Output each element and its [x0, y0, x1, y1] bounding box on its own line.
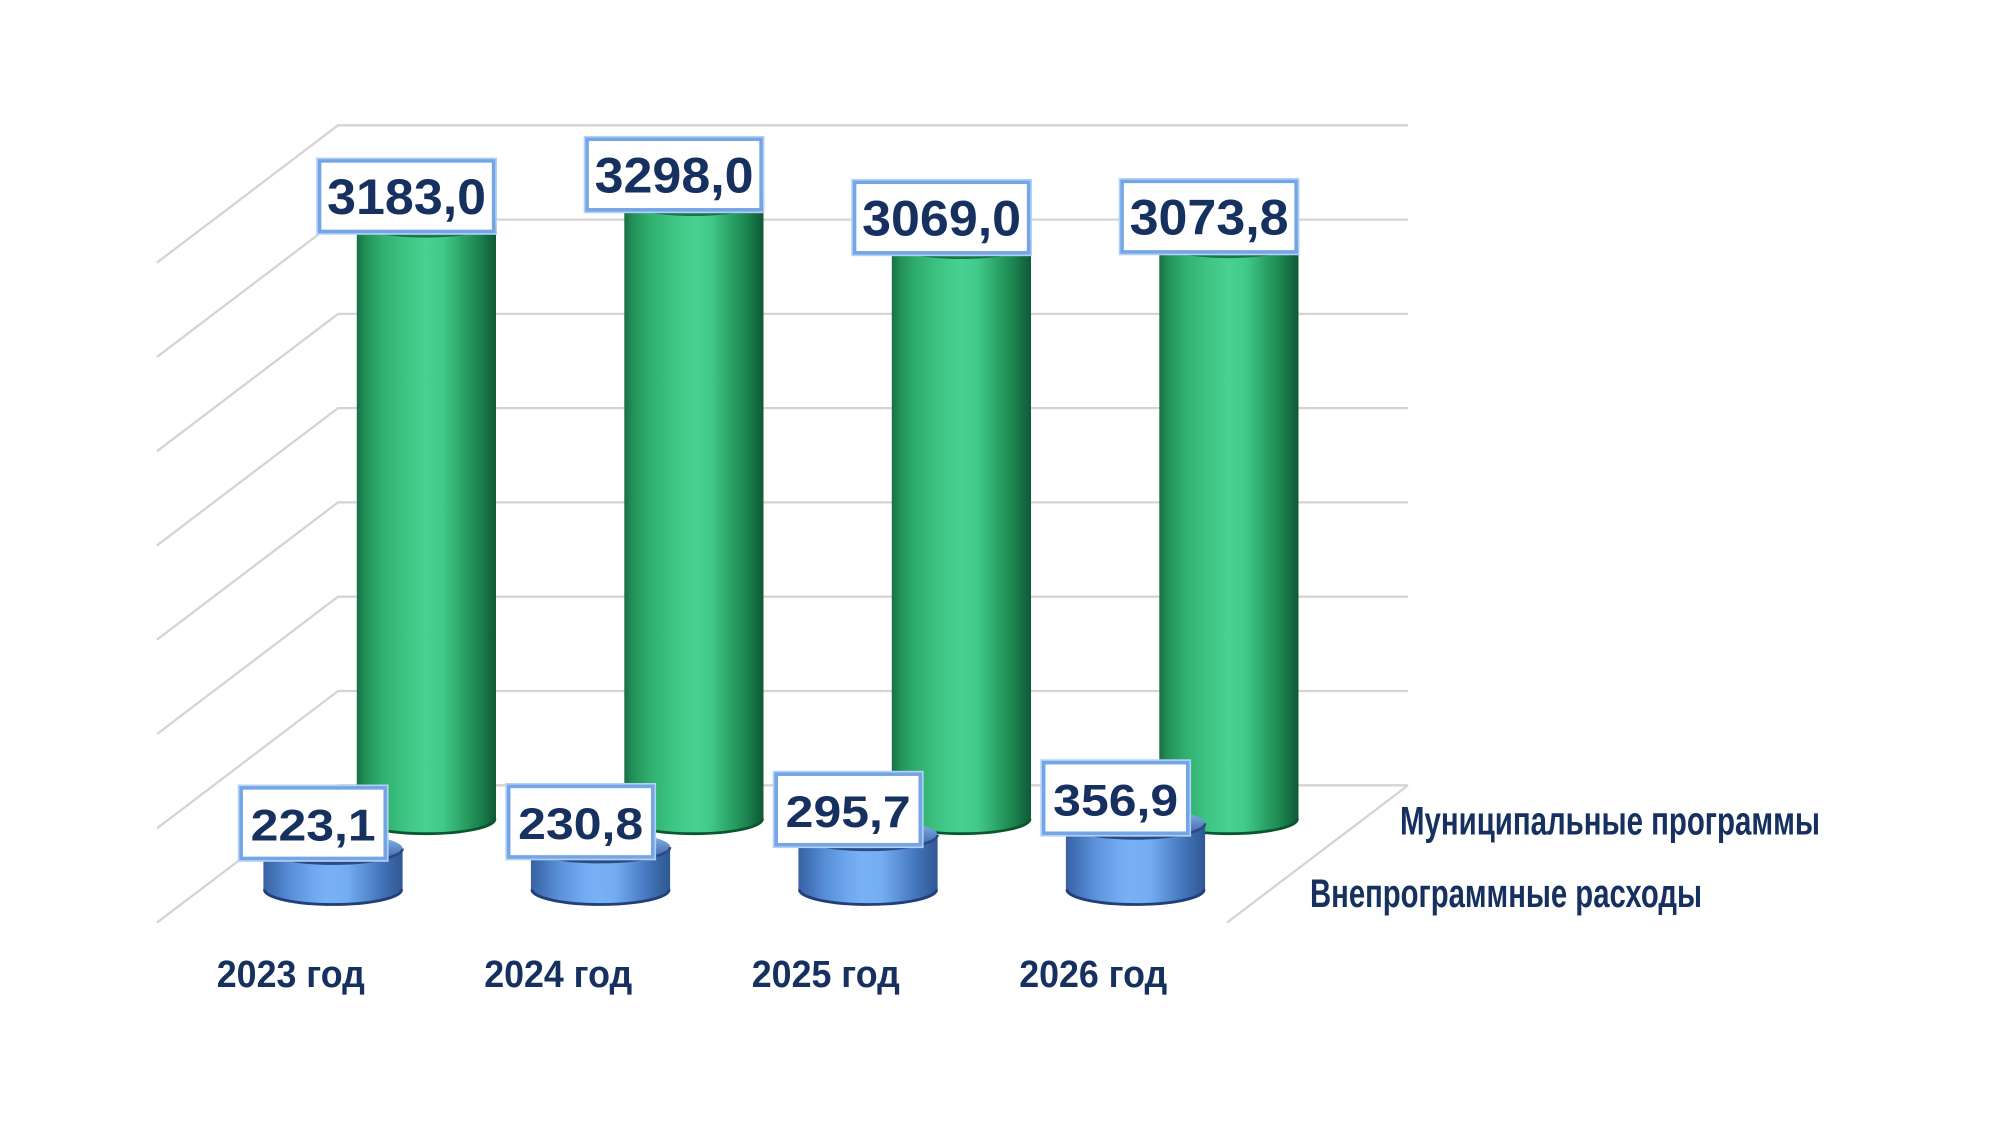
svg-text:Муниципальные программы: Муниципальные программы: [1400, 800, 1820, 844]
svg-text:3298,0: 3298,0: [595, 148, 754, 204]
svg-text:3183,0: 3183,0: [327, 169, 486, 225]
svg-text:223,1: 223,1: [251, 802, 376, 851]
svg-text:356,9: 356,9: [1053, 776, 1178, 825]
svg-text:3073,8: 3073,8: [1130, 190, 1289, 246]
svg-text:2025 год: 2025 год: [752, 953, 900, 996]
svg-text:295,7: 295,7: [786, 788, 911, 837]
svg-text:230,8: 230,8: [518, 800, 643, 849]
svg-text:2023 год: 2023 год: [217, 953, 365, 996]
svg-text:2024 год: 2024 год: [484, 953, 632, 996]
svg-text:Внепрограммные расходы: Внепрограммные расходы: [1310, 872, 1702, 916]
svg-text:2026 год: 2026 год: [1019, 953, 1167, 996]
svg-text:3069,0: 3069,0: [862, 191, 1021, 247]
